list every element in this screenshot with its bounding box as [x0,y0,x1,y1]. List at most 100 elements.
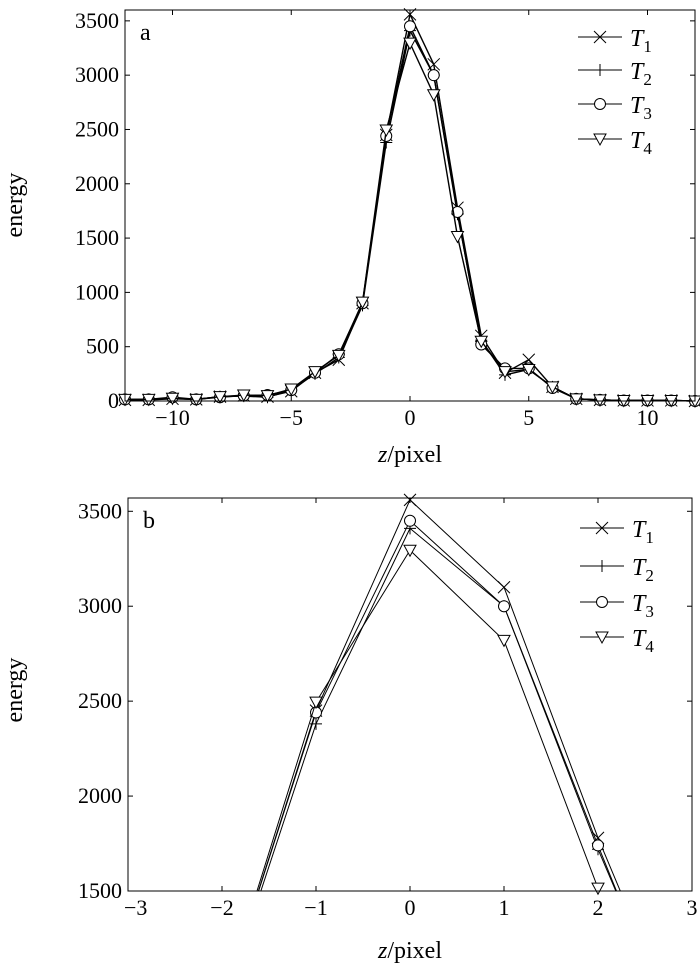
data-point-T4 [260,390,275,403]
data-point-T3 [498,600,510,613]
y-tick-label: 1500 [78,878,122,903]
series-line-T4 [125,42,696,402]
legend-subscript: 2 [643,70,652,89]
legend-marker [594,98,606,110]
series-line-T4 [256,549,600,892]
series-line-T1 [125,14,696,402]
series-group [118,7,700,409]
y-axis-label: energy [2,658,28,723]
legend-subscript: 1 [645,528,654,547]
data-point-T4 [426,89,441,102]
data-point-T1 [522,353,536,367]
x-axis-label-unit: /pixel [387,442,442,468]
data-point-T3 [404,514,416,527]
x-tick-label: 5 [523,405,534,430]
y-tick-label: 2500 [78,688,122,713]
legend-label: T1 [630,26,652,56]
data-point-T4 [569,393,584,406]
legend-label: T1 [632,517,654,547]
legend-marker [595,521,609,535]
plot-frame [127,497,693,892]
data-point-T4 [213,391,227,404]
x-axis-label-unit: /pixel [387,938,442,964]
data-point-T3 [451,206,464,219]
data-point-T4 [403,37,417,51]
data-point-T4 [331,349,346,363]
legend-name: T [630,59,645,85]
x-tick-label: −3 [124,895,147,920]
data-point-T4 [521,364,536,377]
legend-marker [593,30,607,44]
data-point-T4 [498,366,512,379]
legend-label: T2 [632,555,654,585]
legend-name: T [630,93,645,119]
x-tick-label: −10 [155,405,189,430]
legend-label: T3 [630,93,652,123]
y-tick-label: 2000 [78,783,122,808]
data-point-T3 [404,20,416,33]
data-point-T4 [236,389,251,403]
plot-frame [124,9,696,402]
data-point-T4 [497,634,511,648]
data-point-T4 [379,124,394,138]
panel-b: −3 −2 −1 0 1 2 3 1500 2000 2500 3000 3500 energy z/pi… [2,493,698,964]
legend-name: T [630,128,645,154]
y-tick-label: 2000 [75,171,119,196]
data-point-T4 [284,383,299,397]
y-tick-label: 3500 [78,498,122,523]
series-line-T3 [258,520,617,892]
data-point-T4 [189,393,204,407]
x-tick-label: −2 [210,895,233,920]
data-point-T4 [309,696,323,710]
x-tick-label: 0 [405,895,416,920]
data-point-T4 [474,335,489,349]
legend-subscript: 3 [643,104,652,123]
legend-subscript: 2 [645,566,654,585]
legend-marker [594,64,606,76]
legend-marker [593,133,607,147]
y-tick-label: 3500 [75,8,119,33]
x-tick-label: −5 [280,405,303,430]
x-axis-label: z/pixel [377,938,442,964]
legend-marker [596,560,608,572]
legend-marker [596,596,608,608]
y-axis-label: energy [2,173,28,238]
data-point-T4 [545,381,560,394]
legend-label: T3 [632,591,654,621]
legend-label: T2 [630,59,652,89]
legend-subscript: 3 [645,602,654,621]
legend-name: T [632,591,647,617]
legend-name: T [630,26,645,52]
data-point-T3 [592,839,604,852]
legend-name: T [632,555,647,581]
data-point-T4 [450,230,465,244]
series-group [256,493,621,896]
series-line-T3 [125,25,696,402]
y-tick-label: 2500 [75,116,119,141]
legend-name: T [632,626,647,652]
x-tick-label: −1 [304,895,327,920]
data-point-T4 [355,296,370,310]
series-line-T1 [257,499,621,892]
legend-subscript: 4 [643,139,652,158]
legend-label: T4 [632,626,654,656]
legend-name: T [632,517,647,543]
data-point-T4 [308,366,322,379]
x-tick-label: 2 [593,895,604,920]
x-axis-label-var: z [377,938,388,964]
x-tick-label: 3 [687,895,698,920]
data-point-T4 [165,392,180,406]
data-point-T4 [591,882,605,896]
y-tick-label: 0 [108,388,119,413]
panel-label: a [140,20,151,46]
data-point-T3 [427,69,440,82]
y-tick-label: 500 [86,334,119,359]
data-point-T2 [310,717,322,730]
data-point-T4 [593,394,607,407]
panel-a: −10 −5 0 5 10 0 500 1000 1500 2000 2500 3000 3500 ene… [2,8,700,468]
x-axis-label: z/pixel [377,442,442,468]
data-point-T4 [141,393,156,407]
data-point-T1 [403,493,417,507]
legend-subscript: 1 [643,37,652,56]
